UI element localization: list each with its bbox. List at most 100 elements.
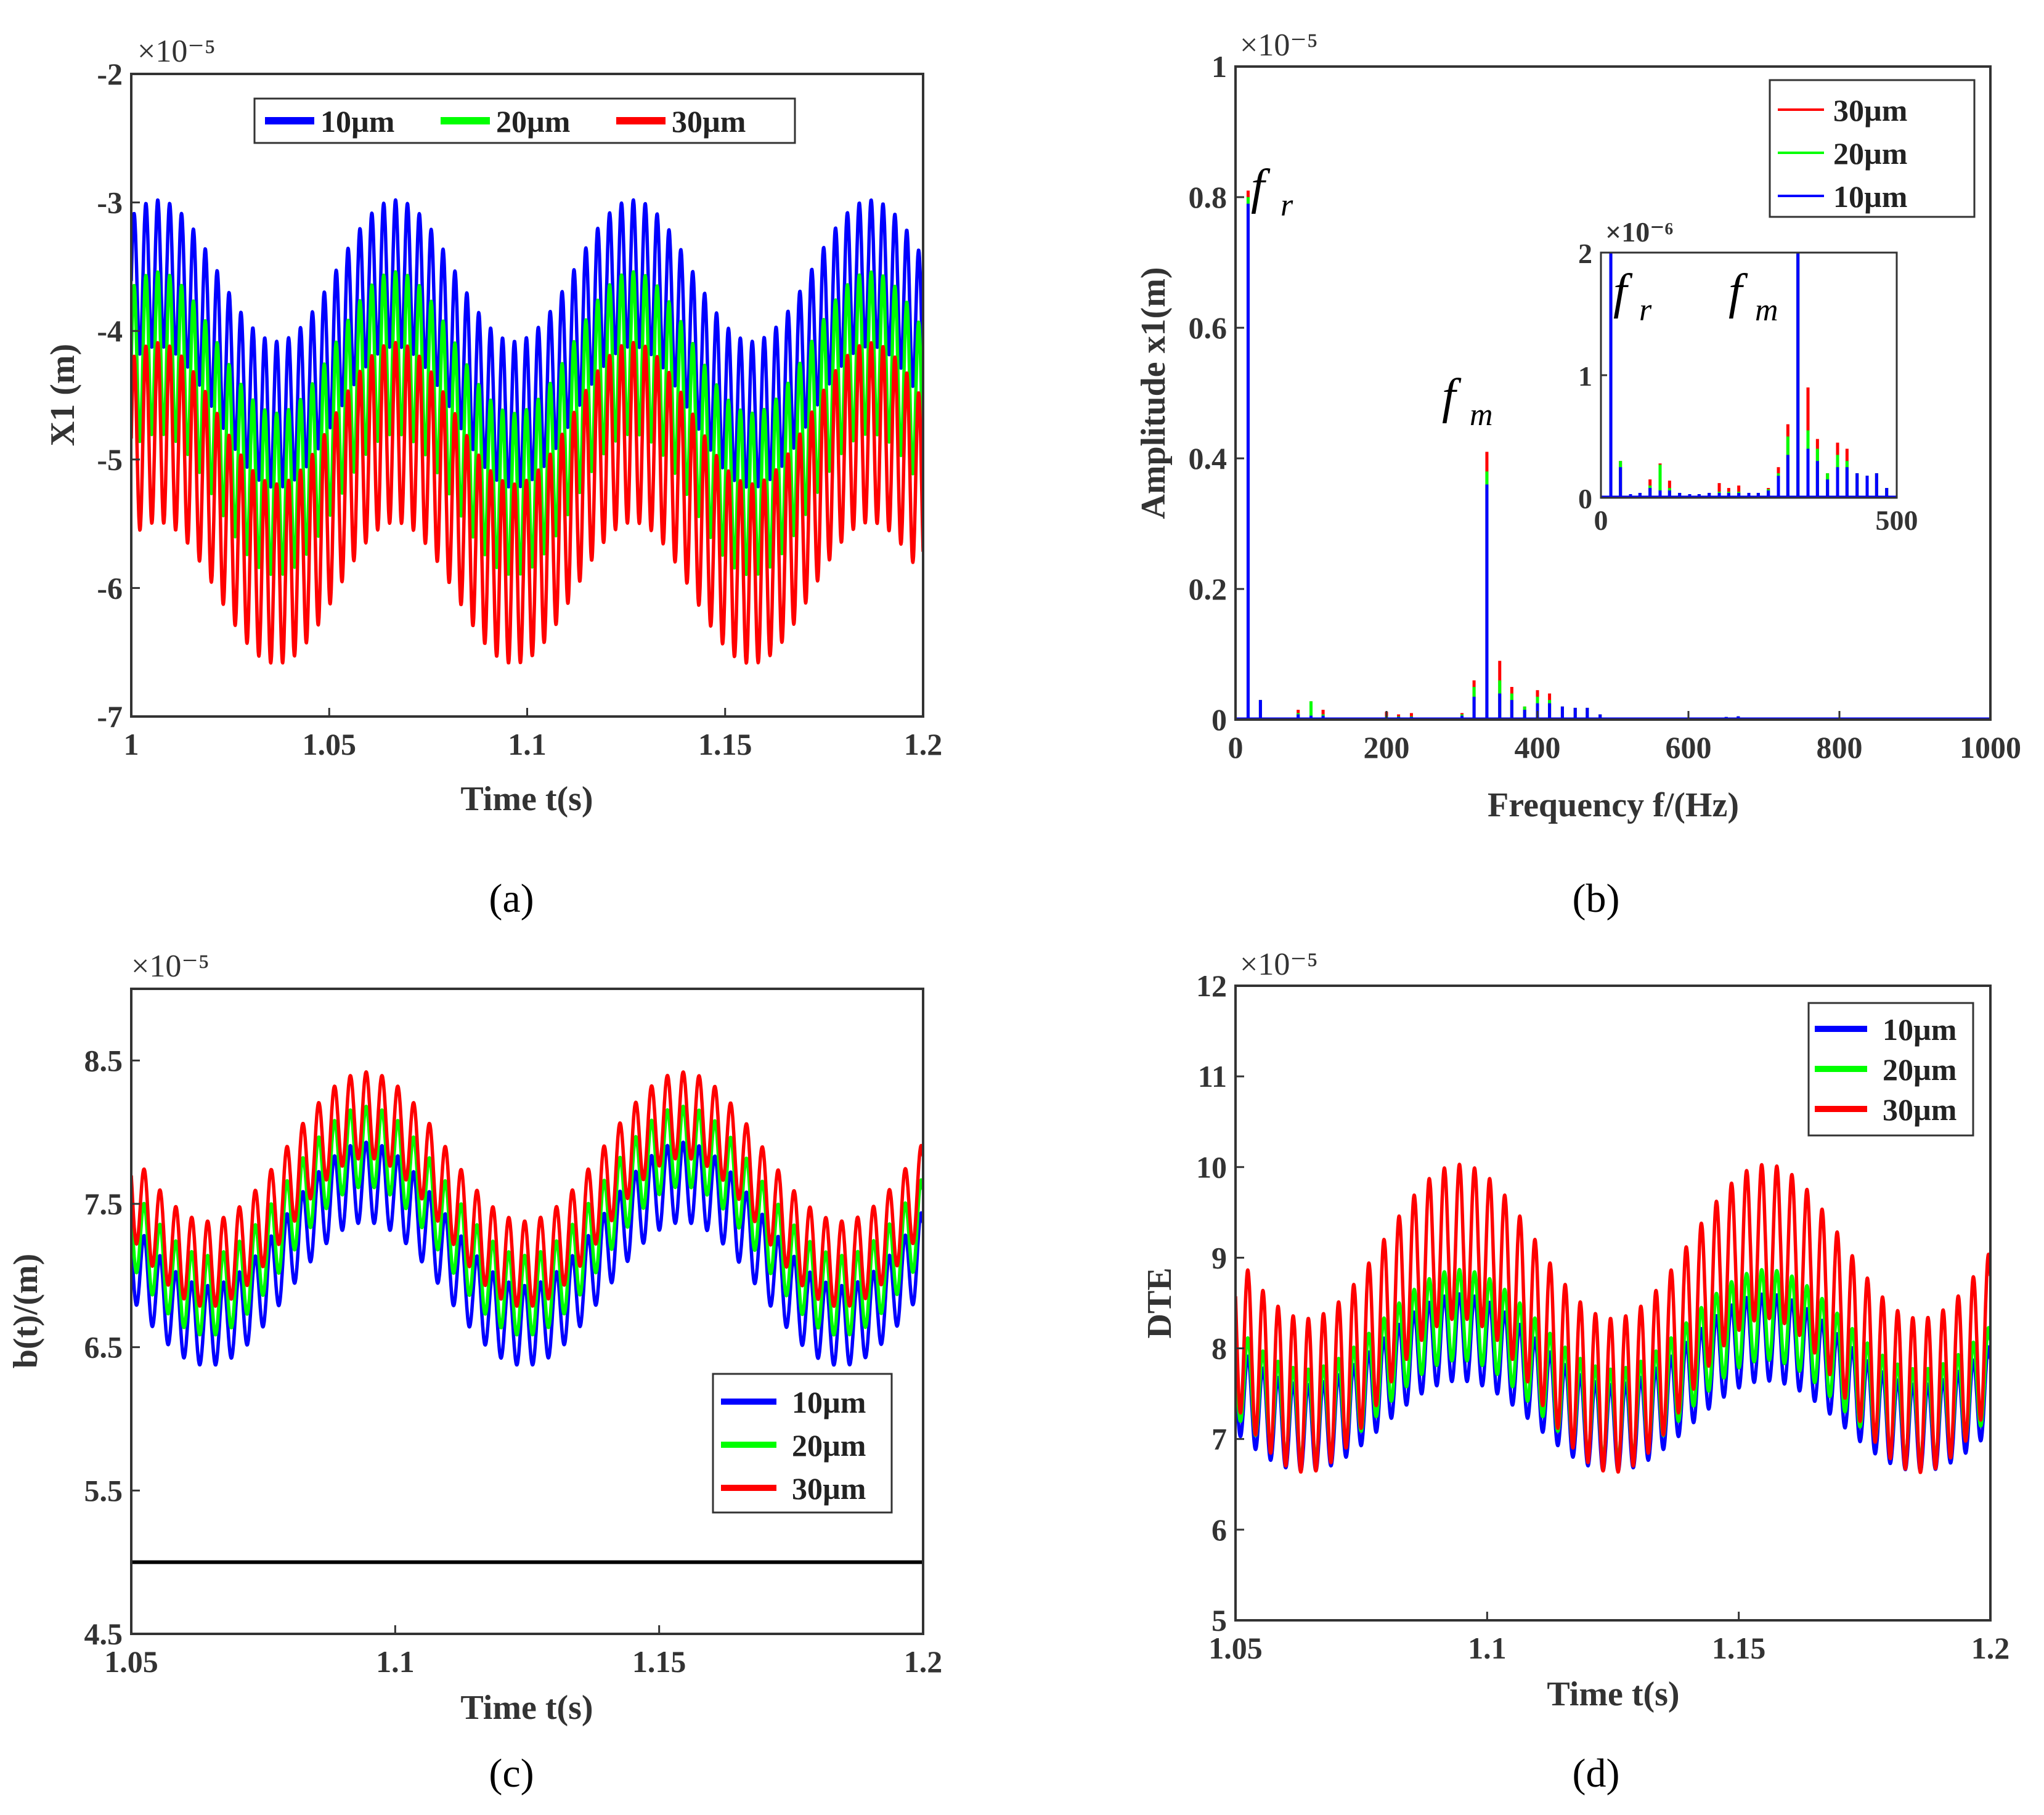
panel-c-ylabel: b(t)/(m) <box>7 1254 45 1369</box>
panel-b-legend-label-20um: 20µm <box>1833 136 1907 171</box>
panel-a-caption: (a) <box>489 876 534 921</box>
panel-b-inset-ytick-label: 0 <box>1578 483 1592 514</box>
panel-d-ytick-label: 8 <box>1211 1331 1227 1366</box>
panel-c-caption: (c) <box>489 1751 534 1796</box>
panel-b-inset-ticks: 0 500 0 1 2 <box>1578 238 1918 536</box>
panel-c-xlabel: Time t(s) <box>460 1689 593 1727</box>
panel-b-xtick-label: 0 <box>1228 730 1244 765</box>
panel-d-xlabel: Time t(s) <box>1547 1675 1679 1713</box>
panel-d-caption: (d) <box>1573 1751 1620 1796</box>
panel-c-axes-box <box>130 988 924 1635</box>
panel-a-series <box>131 198 923 665</box>
panel-b-inset-ytick-label: 1 <box>1578 360 1592 392</box>
panel-c-xtick-label: 1.05 <box>104 1644 158 1679</box>
panel-b-fr-annotation: f <box>1251 160 1271 214</box>
panel-d-xtick-label: 1.05 <box>1208 1631 1263 1665</box>
panel-c-legend-label-20um: 20µm <box>792 1428 866 1463</box>
panel-d-ytick-label: 7 <box>1211 1422 1227 1456</box>
panel-a-ticks: 1 1.05 1.1 1.15 1.2 -7 -6 -5 -4 -3 -2 <box>97 57 942 761</box>
panel-a-ytick-label: -4 <box>97 314 123 348</box>
panel-b-xtick-label: 200 <box>1364 730 1410 765</box>
panel-a-series-30um <box>131 341 923 665</box>
panel-c-xtick-label: 1.1 <box>376 1644 415 1679</box>
panel-a-xtick-label: 1.15 <box>698 727 752 761</box>
panel-a-xtick-label: 1.05 <box>303 727 357 761</box>
panel-b-inset-ytick-label: 2 <box>1578 238 1592 269</box>
panel-b-axes-box <box>1234 65 1992 721</box>
panel-d: 1.05 1.1 1.15 1.2 5 6 7 8 9 10 11 12 ×10⁻⁵ Time t(s… <box>1141 947 2009 1796</box>
panel-d-series-30um <box>1236 1163 1990 1474</box>
panel-c-ytick-label: 8.5 <box>84 1043 123 1078</box>
panel-d-xtick-label: 1.1 <box>1468 1631 1507 1665</box>
panel-a-series-10um <box>131 198 923 489</box>
panel-d-legend-label-30um: 30µm <box>1883 1092 1956 1127</box>
panel-a-legend-label-10um: 10µm <box>320 104 394 139</box>
panel-d-lines <box>1236 1163 1990 1474</box>
panel-b-fm-annotation: f <box>1442 370 1462 424</box>
panel-b-xlabel: Frequency f/(Hz) <box>1488 786 1739 824</box>
panel-c-lines <box>131 1070 923 1564</box>
panel-d-axes-box <box>1234 985 1992 1622</box>
panel-d-exponent: ×10⁻⁵ <box>1240 947 1318 982</box>
panel-b-inset-exponent: ×10⁻⁶ <box>1605 216 1673 248</box>
panel-b-fm-subscript: m <box>1470 397 1493 432</box>
panel-d-ticks: 1.05 1.1 1.15 1.2 5 6 7 8 9 10 11 12 <box>1196 968 2009 1665</box>
panel-d-xtick-label: 1.15 <box>1712 1631 1766 1665</box>
panel-c-ytick-label: 7.5 <box>84 1187 123 1221</box>
panel-d-ylabel: DTE <box>1141 1267 1179 1338</box>
panel-d-legend-label-20um: 20µm <box>1883 1052 1956 1087</box>
panel-b-caption: (b) <box>1573 876 1620 921</box>
panel-a-ytick-label: -6 <box>97 570 123 605</box>
panel-c-ytick-label: 5.5 <box>84 1473 123 1508</box>
panel-a-ytick-label: -2 <box>97 57 123 91</box>
panel-a-ytick-label: -3 <box>97 185 123 220</box>
panel-b-ytick-label: 0.6 <box>1189 311 1228 345</box>
panel-c-ticks: 1.05 1.1 1.15 1.2 4.5 5.5 6.5 7.5 8.5 <box>84 1043 943 1679</box>
panel-c-legend: 10µm 20µm 30µm <box>712 1373 893 1514</box>
panel-c-ytick-label: 4.5 <box>84 1617 123 1651</box>
panel-b-inset-background <box>1601 253 1897 498</box>
panel-c-exponent: ×10⁻⁵ <box>131 949 210 984</box>
panel-b-exponent: ×10⁻⁵ <box>1240 28 1318 63</box>
panel-c-legend-label-30um: 30µm <box>792 1471 866 1506</box>
panel-a-xtick-label: 1.2 <box>904 727 943 761</box>
panel-b-ytick-label: 0.4 <box>1189 441 1228 476</box>
panel-a: 1 1.05 1.1 1.15 1.2 -7 -6 -5 -4 -3 -2 ×10⁻⁵ Time t… <box>44 34 942 921</box>
panel-b-ytick-label: 1 <box>1211 49 1227 84</box>
panel-c-xtick-label: 1.15 <box>632 1644 686 1679</box>
panel-b-xtick-label: 600 <box>1666 730 1712 765</box>
panel-a-ytick-label: -7 <box>97 699 123 734</box>
panel-a-legend-label-20um: 20µm <box>496 104 570 139</box>
panel-d-ytick-label: 12 <box>1196 968 1227 1003</box>
panel-b-inset-xtick-label: 0 <box>1594 505 1608 536</box>
panel-b-legend: 30µm 20µm 10µm <box>1769 79 1976 218</box>
panel-b-inset-xtick-label: 500 <box>1876 505 1918 536</box>
panel-b-ytick-label: 0.8 <box>1189 180 1228 214</box>
panel-d-legend-label-10um: 10µm <box>1883 1012 1956 1047</box>
panel-b-fr-subscript: r <box>1281 188 1293 223</box>
panel-b-legend-label-30um: 30µm <box>1833 93 1907 128</box>
panel-d-ytick-label: 9 <box>1211 1240 1227 1275</box>
panel-a-legend-box <box>253 97 796 144</box>
panel-d-ytick-label: 6 <box>1211 1512 1227 1547</box>
panel-c-series <box>131 1070 923 1564</box>
panel-a-ylabel: X1 (m) <box>44 344 82 446</box>
panel-b-xtick-label: 400 <box>1515 730 1561 765</box>
panel-d-legend: 10µm 20µm 30µm <box>1807 1002 1974 1137</box>
panel-b-ylabel: Amplitude x1(m) <box>1134 267 1173 519</box>
panel-b-ytick-label: 0 <box>1211 702 1227 737</box>
panel-b-legend-label-10um: 10µm <box>1833 179 1907 214</box>
panel-a-xtick-label: 1 <box>124 727 139 761</box>
panel-a-ytick-label: -5 <box>97 442 123 477</box>
panel-a-exponent: ×10⁻⁵ <box>137 34 216 69</box>
panel-a-xlabel: Time t(s) <box>460 780 593 818</box>
panel-d-series <box>1236 1163 1990 1474</box>
panel-b-inset-fm-subscript: m <box>1755 293 1778 328</box>
panel-b-ytick-label: 0.2 <box>1189 572 1228 606</box>
panel-b-legend-box <box>1769 79 1976 218</box>
panel-d-xtick-label: 1.2 <box>1971 1631 2010 1665</box>
